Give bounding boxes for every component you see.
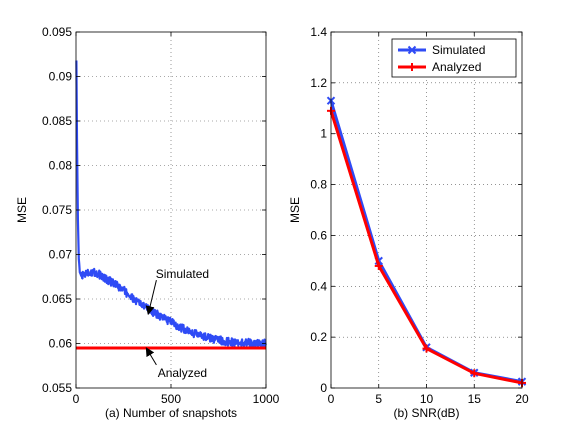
series-line-simulated <box>329 100 523 384</box>
y-tick-label: 0.6 <box>310 228 327 242</box>
data-point-analyzed <box>422 344 431 353</box>
y-tick-label: 0 <box>320 381 327 395</box>
legend-label-simulated: Simulated <box>432 43 485 57</box>
series-line-simulated <box>75 60 267 348</box>
y-tick-label: 0.055 <box>42 381 72 395</box>
y-tick-label: 0.08 <box>49 159 73 173</box>
y-tick-label: 0.065 <box>42 292 72 306</box>
y-tick-label: 1.2 <box>310 76 327 90</box>
y-tick-label: 0.095 <box>42 25 72 39</box>
x-axis-label: (a) Number of snapshots <box>105 406 237 420</box>
y-tick-label: 1.4 <box>310 25 327 39</box>
legend: Simulated Analyzed <box>391 38 517 78</box>
panel-b-snr: 0 5 10 15 20 0 0.2 0.4 0.6 0.8 1 1.2 1.4 (b) SNR(dB) M… <box>288 25 529 420</box>
annotation-arrow <box>145 347 157 366</box>
y-tick-label: 0.2 <box>310 330 327 344</box>
x-tick-label: 1000 <box>253 392 280 406</box>
panel-a-snapshots: 0 500 1000 0.055 0.06 0.065 0.07 0.075 0.08 0.085… <box>15 25 280 420</box>
axes-box <box>330 31 523 389</box>
annotation-label-analyzed: Analyzed <box>158 366 207 380</box>
x-tick-label: 20 <box>515 392 529 406</box>
y-tick-label: 1 <box>320 127 327 141</box>
legend-label-analyzed: Analyzed <box>432 60 481 74</box>
y-axis-label: MSE <box>288 197 302 223</box>
annotation-label-simulated: Simulated <box>156 267 209 281</box>
data-point-analyzed <box>374 261 383 270</box>
y-tick-label: 0.4 <box>310 279 327 293</box>
y-tick-label: 0.075 <box>42 203 72 217</box>
y-tick-label: 0.06 <box>49 337 73 351</box>
x-tick-label: 500 <box>161 392 181 406</box>
x-tick-label: 0 <box>73 392 80 406</box>
x-tick-label: 10 <box>420 392 434 406</box>
x-tick-label: 0 <box>328 392 335 406</box>
x-tick-label: 15 <box>468 392 482 406</box>
annotation-arrow <box>145 279 157 316</box>
y-tick-label: 0.09 <box>49 70 73 84</box>
series-line-analyzed <box>329 110 523 385</box>
y-tick-label: 0.085 <box>42 114 72 128</box>
y-tick-label: 0.07 <box>49 248 73 262</box>
x-tick-label: 5 <box>375 392 382 406</box>
y-axis-label: MSE <box>15 197 29 223</box>
data-point-analyzed <box>470 369 479 378</box>
x-axis-label: (b) SNR(dB) <box>393 406 459 420</box>
y-tick-label: 0.8 <box>310 178 327 192</box>
